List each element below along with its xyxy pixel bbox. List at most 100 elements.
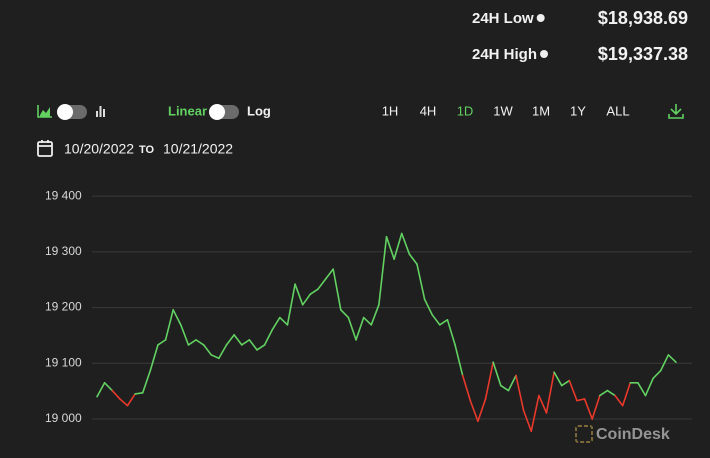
- price-segment: [652, 369, 662, 380]
- price-segment: [484, 361, 494, 400]
- stat-label: 24H High: [472, 46, 537, 63]
- price-segment: [606, 389, 616, 397]
- stat-value: $18,938.69: [598, 8, 688, 28]
- price-segment: [454, 344, 464, 377]
- range-button[interactable]: ALL: [606, 103, 629, 118]
- range-button[interactable]: 1M: [532, 103, 550, 118]
- price-segment: [233, 334, 243, 346]
- y-tick-label: 19 000: [45, 411, 82, 425]
- watermark-icon: [575, 425, 593, 443]
- price-segment: [119, 398, 129, 407]
- y-tick-label: 19 400: [45, 188, 82, 202]
- bar-chart-icon: [96, 106, 105, 117]
- price-segment: [149, 344, 159, 372]
- watermark: CoinDesk: [596, 426, 670, 443]
- range-button[interactable]: 1Y: [570, 103, 586, 118]
- price-segment: [644, 377, 654, 397]
- price-segment: [431, 314, 441, 326]
- price-segment: [560, 379, 571, 387]
- price-segment: [614, 394, 624, 407]
- calendar-body: [37, 141, 53, 157]
- price-segment: [248, 339, 258, 351]
- price-segment: [172, 308, 182, 326]
- price-segment: [332, 268, 342, 311]
- price-segment: [408, 253, 418, 265]
- price-segment: [195, 339, 205, 346]
- price-segment: [439, 319, 449, 326]
- price-segment: [545, 371, 555, 414]
- price-segment: [317, 278, 327, 290]
- y-tick-label: 19 100: [45, 355, 82, 369]
- price-segment: [286, 283, 296, 326]
- price-segment: [637, 381, 647, 397]
- price-segment: [659, 354, 670, 372]
- price-segment: [393, 232, 403, 260]
- calendar-top: [38, 140, 52, 147]
- price-segment: [515, 374, 525, 412]
- price-segment: [446, 319, 456, 346]
- price-segment: [530, 394, 540, 433]
- range-button[interactable]: 1W: [493, 103, 513, 118]
- price-segment: [294, 283, 304, 306]
- price-segment: [492, 361, 502, 387]
- price-segment: [225, 334, 235, 346]
- price-segment: [553, 371, 563, 387]
- price-segment: [339, 308, 350, 319]
- price-segment: [103, 381, 114, 392]
- price-segment: [499, 384, 510, 392]
- range-button[interactable]: 4H: [420, 103, 437, 118]
- price-segment: [599, 389, 609, 397]
- price-segment: [187, 339, 197, 346]
- info-icon: [540, 50, 549, 58]
- watermark-logo: [575, 425, 593, 443]
- price-segment: [469, 399, 479, 423]
- date-from[interactable]: 10/20/2022: [64, 141, 134, 157]
- range-button[interactable]: 1D: [457, 103, 474, 118]
- download-button[interactable]: [668, 104, 684, 119]
- price-segment: [111, 389, 121, 400]
- price-segment: [362, 316, 373, 326]
- price-segment: [157, 339, 167, 346]
- price-segment: [141, 369, 152, 394]
- price-segment: [126, 393, 136, 407]
- price-segment: [324, 268, 334, 280]
- date-to[interactable]: 10/21/2022: [163, 141, 233, 157]
- price-segment: [347, 316, 357, 341]
- price-segment: [522, 409, 533, 433]
- price-segment: [218, 344, 228, 360]
- range-button[interactable]: 1H: [382, 103, 399, 118]
- toggle-knob: [57, 104, 73, 120]
- price-segment: [568, 379, 578, 402]
- price-segment: [309, 288, 319, 296]
- price-segment: [263, 329, 274, 346]
- info-icon: [536, 14, 545, 22]
- price-segment: [538, 394, 548, 414]
- price-segment: [378, 236, 388, 306]
- price-segment: [507, 374, 517, 392]
- price-segment: [400, 232, 411, 255]
- scale-toggle[interactable]: [209, 104, 239, 120]
- price-segment: [202, 344, 213, 356]
- price-segment: [385, 236, 395, 260]
- price-segment: [301, 293, 312, 306]
- line-chart-icon-fill: [40, 107, 50, 117]
- price-segment: [180, 324, 190, 346]
- y-tick-label: 19 300: [45, 244, 82, 258]
- price-segment: [210, 354, 220, 360]
- price-segment: [621, 381, 632, 407]
- price-segment: [576, 398, 586, 402]
- price-segment: [583, 398, 593, 420]
- price-segment: [355, 316, 365, 341]
- chart-type-toggle[interactable]: [37, 104, 105, 120]
- y-tick-label: 19 200: [45, 300, 82, 314]
- price-segment: [667, 354, 677, 363]
- price-segment: [164, 308, 174, 341]
- log-label[interactable]: Log: [247, 103, 271, 118]
- calendar-icon[interactable]: [37, 140, 53, 157]
- price-segment: [240, 339, 251, 346]
- linear-label[interactable]: Linear: [168, 103, 207, 118]
- price-segment: [279, 316, 289, 326]
- price-segment: [477, 398, 487, 423]
- price-segment: [96, 381, 106, 398]
